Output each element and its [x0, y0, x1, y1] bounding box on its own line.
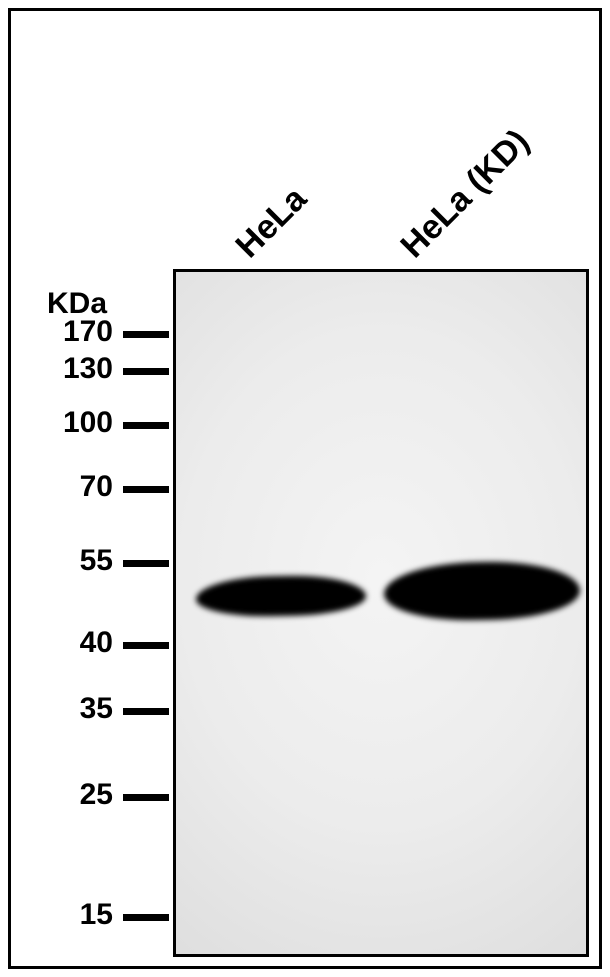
- marker-tick-15: [123, 914, 169, 921]
- marker-label-15: 15: [33, 898, 113, 932]
- marker-label-25: 25: [33, 778, 113, 812]
- marker-tick-130: [123, 368, 169, 375]
- marker-label-170: 170: [33, 315, 113, 349]
- marker-tick-70: [123, 486, 169, 493]
- marker-label-130: 130: [33, 352, 113, 386]
- marker-label-70: 70: [33, 470, 113, 504]
- marker-label-100: 100: [33, 406, 113, 440]
- marker-tick-100: [123, 422, 169, 429]
- marker-tick-35: [123, 708, 169, 715]
- blot-membrane: [173, 269, 589, 957]
- lane-label-1: HeLa: [228, 180, 314, 266]
- figure-frame: HeLaHeLa (KD) KDa 170130100705540352515: [8, 8, 602, 969]
- marker-tick-170: [123, 331, 169, 338]
- marker-tick-40: [123, 642, 169, 649]
- marker-label-55: 55: [33, 544, 113, 578]
- marker-tick-55: [123, 560, 169, 567]
- marker-label-40: 40: [33, 626, 113, 660]
- lane-label-2: HeLa (KD): [393, 122, 537, 266]
- marker-tick-25: [123, 794, 169, 801]
- marker-label-35: 35: [33, 692, 113, 726]
